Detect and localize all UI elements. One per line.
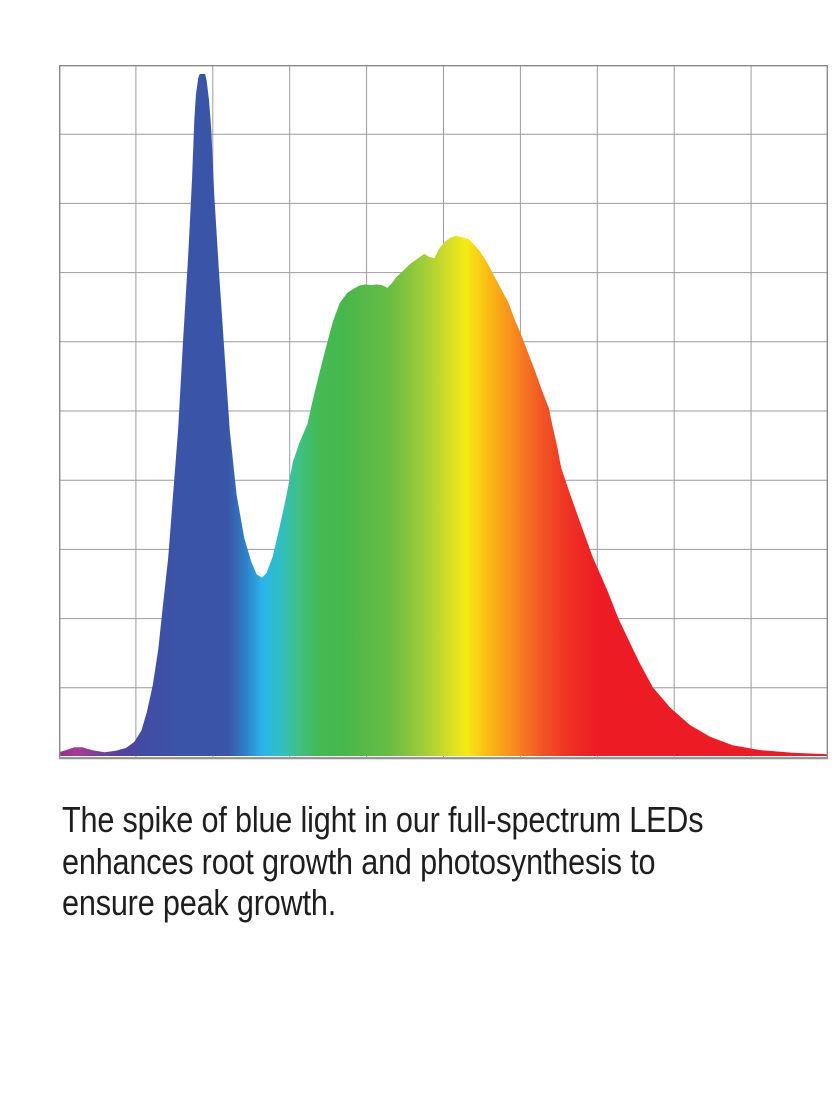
led-spectrum-chart [59, 65, 828, 761]
caption-line-1: The spike of blue light in our full-spec… [62, 799, 704, 840]
caption-line-2: enhances root growth and photosynthesis … [62, 840, 656, 882]
spectrum-area-plot [59, 65, 828, 760]
chart-caption: The spike of blue light in our full-spec… [62, 799, 704, 924]
caption-line-3: ensure peak growth. [62, 882, 337, 923]
